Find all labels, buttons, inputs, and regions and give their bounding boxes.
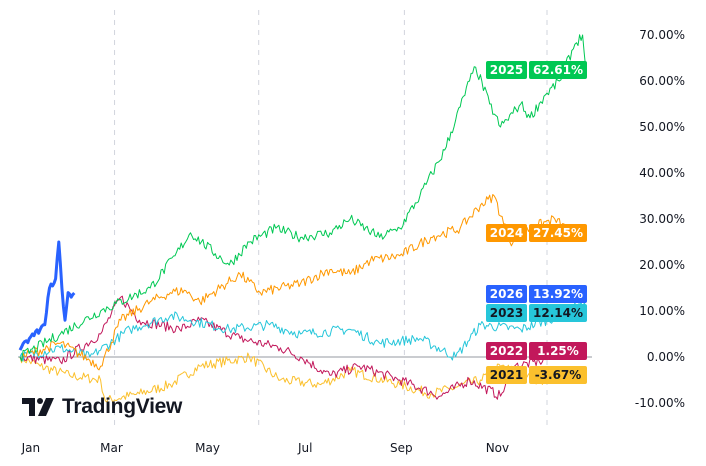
series-label-2023: 2023 12.14% bbox=[486, 304, 587, 322]
y-tick-label: 70.00% bbox=[639, 28, 685, 42]
series-label-year: 2026 bbox=[486, 285, 527, 303]
x-tick-label: Nov bbox=[486, 441, 509, 455]
y-tick-label: 10.00% bbox=[639, 304, 685, 318]
x-tick-label: Mar bbox=[100, 441, 123, 455]
series-label-value: 12.14% bbox=[529, 304, 587, 322]
tradingview-logo-icon bbox=[22, 398, 54, 416]
y-tick-label: 0.00% bbox=[647, 350, 685, 364]
series-line-2025 bbox=[19, 34, 587, 362]
y-tick-label: 20.00% bbox=[639, 258, 685, 272]
series-line-2022 bbox=[19, 295, 587, 400]
tradingview-logo: TradingView bbox=[22, 395, 182, 419]
series-label-year: 2024 bbox=[486, 224, 527, 242]
y-tick-label: -10.00% bbox=[635, 396, 685, 410]
y-tick-label: 40.00% bbox=[639, 166, 685, 180]
tradingview-logo-text: TradingView bbox=[62, 395, 183, 418]
series-label-value: -3.67% bbox=[529, 366, 587, 384]
series-label-year: 2021 bbox=[486, 366, 527, 384]
series-lines bbox=[18, 34, 587, 403]
y-tick-label: 60.00% bbox=[639, 74, 685, 88]
y-axis: 70.00% 60.00% 50.00% 40.00% 30.00% 20.00% 10.0… bbox=[635, 28, 685, 410]
series-label-value: 1.25% bbox=[529, 342, 587, 360]
y-tick-label: 30.00% bbox=[639, 212, 685, 226]
series-label-value: 13.92% bbox=[529, 285, 587, 303]
x-tick-label: Jul bbox=[297, 441, 312, 455]
series-label-2025: 2025 62.61% bbox=[486, 61, 587, 79]
x-tick-label: Jan bbox=[21, 441, 41, 455]
series-line-2024 bbox=[19, 194, 587, 371]
series-label-year: 2022 bbox=[486, 342, 527, 360]
series-label-year: 2025 bbox=[486, 61, 527, 79]
series-label-2024: 2024 27.45% bbox=[486, 224, 587, 242]
x-axis: Jan Mar May Jul Sep Nov bbox=[21, 441, 510, 455]
series-label-value: 62.61% bbox=[529, 61, 587, 79]
series-line-2026 bbox=[18, 240, 76, 351]
x-tick-label: Sep bbox=[390, 441, 413, 455]
x-tick-label: May bbox=[195, 441, 220, 455]
series-line-2023 bbox=[19, 297, 587, 362]
series-label-2021: 2021 -3.67% bbox=[486, 366, 587, 384]
series-label-value: 27.45% bbox=[529, 224, 587, 242]
series-label-2022: 2022 1.25% bbox=[486, 342, 587, 360]
series-label-2026: 2026 13.92% bbox=[486, 285, 587, 303]
y-tick-label: 50.00% bbox=[639, 120, 685, 134]
series-label-year: 2023 bbox=[486, 304, 527, 322]
